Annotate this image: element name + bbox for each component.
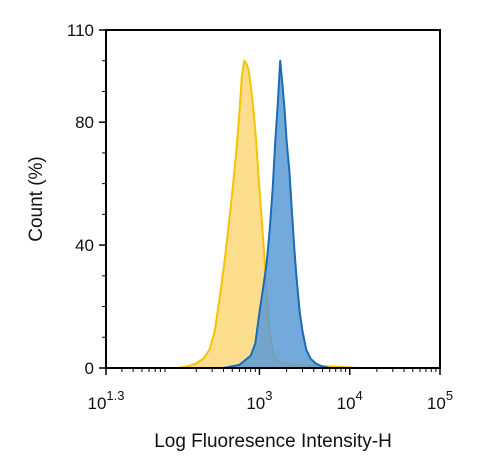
y-axis-ticks: 0 40 80 110 [67,21,106,378]
y-axis-title: Count (%) [26,156,47,242]
series-layer [176,59,357,369]
y-tick-label: 110 [67,21,94,40]
x-axis-title: Log Fluoresence Intensity-H [154,431,392,452]
x-axis-ticks: 101.3 103 104 105 [88,368,453,413]
y-tick-label: 40 [75,236,94,255]
x-tick-label: 104 [337,388,363,413]
y-tick-label: 0 [85,359,94,378]
x-tick-label: 105 [427,388,453,413]
x-tick-label: 103 [246,388,272,413]
series-2-line [223,59,330,369]
plot-frame [105,29,441,369]
x-tick-label: 101.3 [88,388,125,413]
series-2-area [223,60,330,368]
y-tick-label: 80 [75,113,94,132]
